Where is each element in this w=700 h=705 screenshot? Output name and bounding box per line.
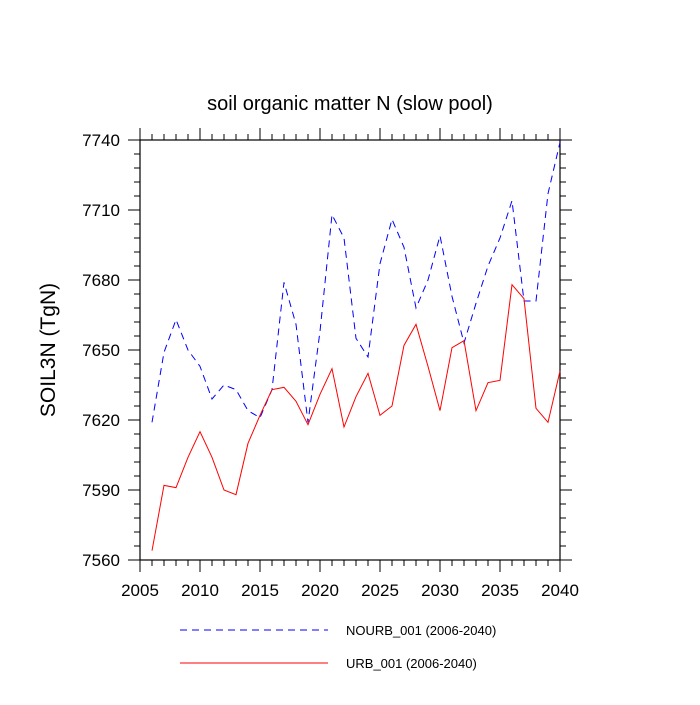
x-tick-label: 2025 [361, 581, 399, 600]
legend: NOURB_001 (2006-2040) URB_001 (2006-2040) [180, 623, 496, 671]
x-tick-label: 2035 [481, 581, 519, 600]
legend-label-2: URB_001 (2006-2040) [346, 656, 477, 671]
chart-title: soil organic matter N (slow pool) [207, 93, 493, 115]
axes-layer: 2005 2010 2015 2020 2025 2030 2035 2040 7560 7590… [82, 128, 579, 600]
y-tick-label: 7560 [82, 551, 120, 570]
series-line-2 [151, 283, 561, 551]
y-tick-label: 7590 [82, 481, 120, 500]
y-axis-label: SOIL3N (TgN) [37, 283, 60, 417]
y-tick-label: 7650 [82, 341, 120, 360]
y-tick-label: 7620 [82, 411, 120, 430]
x-tick-label: 2020 [301, 581, 339, 600]
series-layer [151, 142, 561, 551]
y-tick-label: 7680 [82, 271, 120, 290]
legend-label-1: NOURB_001 (2006-2040) [346, 623, 496, 638]
y-tick-label: 7740 [82, 131, 120, 150]
x-tick-label: 2010 [181, 581, 219, 600]
x-tick-label: 2005 [121, 581, 159, 600]
x-tick-label: 2030 [421, 581, 459, 600]
x-tick-label: 2015 [241, 581, 279, 600]
y-tick-label: 7710 [82, 201, 120, 220]
series-line-1 [151, 142, 561, 423]
plot-frame [139, 139, 561, 561]
x-tick-label: 2040 [541, 581, 579, 600]
